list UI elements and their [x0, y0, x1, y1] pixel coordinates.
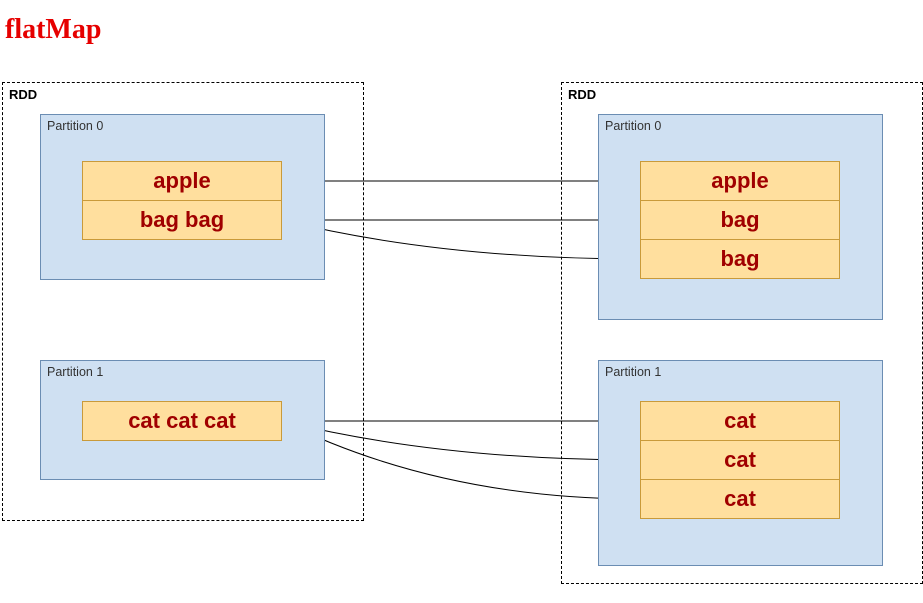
- left-rdd-label: RDD: [9, 87, 37, 102]
- diagram-title: flatMap: [5, 14, 101, 46]
- left-p0-cell-0: apple: [82, 161, 282, 201]
- left-partition-1-label: Partition 1: [47, 365, 103, 379]
- left-p1-cell-0: cat cat cat: [82, 401, 282, 441]
- right-p0-cell-2: bag: [640, 239, 840, 279]
- right-partition-1-label: Partition 1: [605, 365, 661, 379]
- right-p1-cell-1: cat: [640, 440, 840, 480]
- right-partition-0-label: Partition 0: [605, 119, 661, 133]
- left-p0-cell-1: bag bag: [82, 200, 282, 240]
- right-p1-cell-2: cat: [640, 479, 840, 519]
- right-p0-cell-1: bag: [640, 200, 840, 240]
- right-rdd-label: RDD: [568, 87, 596, 102]
- right-p0-cell-0: apple: [640, 161, 840, 201]
- right-p1-cell-0: cat: [640, 401, 840, 441]
- left-partition-0-label: Partition 0: [47, 119, 103, 133]
